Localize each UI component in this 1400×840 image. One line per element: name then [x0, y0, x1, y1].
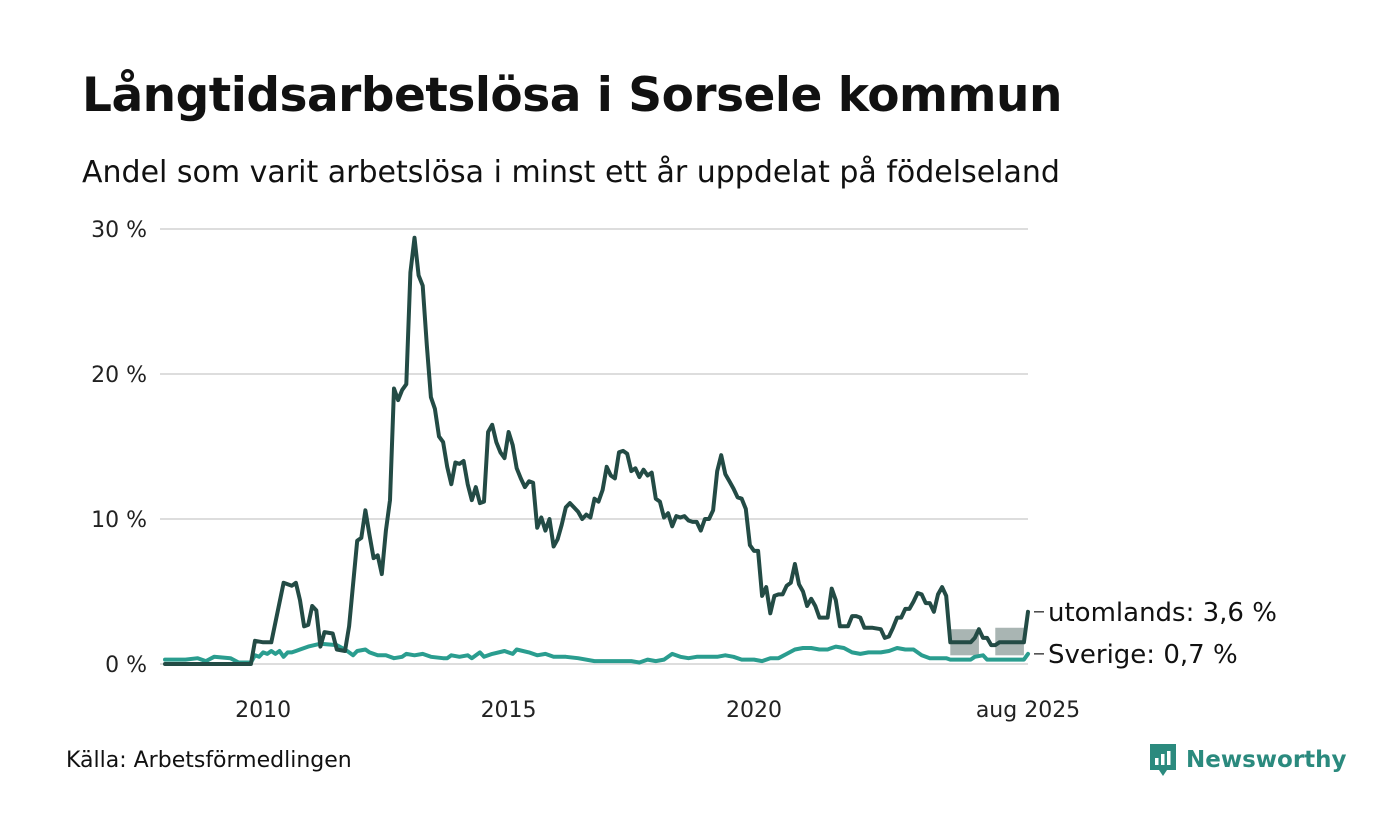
chart-subtitle: Andel som varit arbetslösa i minst ett å… — [82, 155, 1060, 190]
series-line-utomlands — [163, 235, 1030, 666]
y-tick-label: 20 % — [91, 363, 147, 388]
x-tick-label: 2015 — [481, 698, 537, 723]
y-tick-label: 30 % — [91, 218, 147, 243]
end-label-sverige: Sverige: 0,7 % — [1048, 640, 1238, 670]
x-tick-label: 2010 — [235, 698, 291, 723]
brand-logo[interactable]: Newsworthy — [1148, 742, 1347, 778]
end-label-utomlands: utomlands: 3,6 % — [1048, 598, 1277, 628]
y-tick-label: 10 % — [91, 508, 147, 533]
chart-title: Långtidsarbetslösa i Sorsele kommun — [82, 68, 1062, 123]
x-tick-label: 2020 — [726, 698, 782, 723]
newsworthy-logo-icon — [1150, 744, 1176, 776]
series-line-sverige — [163, 641, 1030, 665]
x-tick-label: aug 2025 — [976, 698, 1080, 723]
brand-name: Newsworthy — [1186, 747, 1347, 773]
source-note: Källa: Arbetsförmedlingen — [66, 748, 352, 773]
y-tick-label: 0 % — [105, 653, 147, 678]
